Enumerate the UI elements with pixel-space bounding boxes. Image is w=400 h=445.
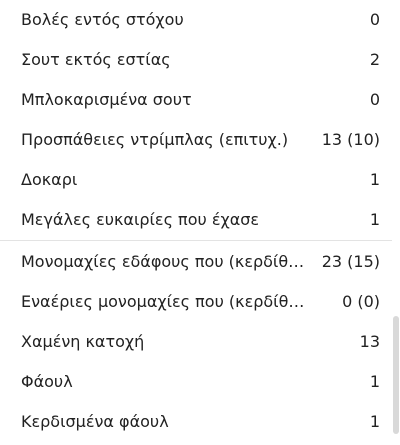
scrollbar-thumb[interactable] (393, 316, 399, 434)
stat-row-shots-off-target: Σουτ εκτός εστίας 2 (0, 40, 392, 80)
stat-label: Σουτ εκτός εστίας (21, 50, 171, 69)
stat-value: 23 (15) (321, 252, 380, 271)
stat-value: 1 (369, 412, 380, 431)
stat-label: Μπλοκαρισμένα σουτ (21, 90, 192, 109)
stat-label: Εναέριες μονομαχίες που (κερδίθηκαν) (21, 292, 311, 311)
stat-value: 0 (369, 10, 380, 29)
stat-value: 1 (369, 170, 380, 189)
section-divider (0, 240, 392, 241)
stat-label: Δοκαρι (21, 170, 78, 189)
stat-value: 0 (0) (342, 292, 380, 311)
stat-label: Προσπάθειες ντρίμπλας (επιτυχ.) (21, 130, 289, 149)
stat-row-dribble-attempts: Προσπάθειες ντρίμπλας (επιτυχ.) 13 (10) (0, 120, 392, 160)
stat-label: Φάουλ (21, 372, 73, 391)
stat-row-fouls: Φάουλ 1 (0, 362, 392, 402)
stat-label: Βολές εντός στόχου (21, 10, 184, 29)
stat-label: Μεγάλες ευκαιρίες που έχασε (21, 210, 260, 229)
stat-value: 1 (369, 210, 380, 229)
stat-row-shots-on-target: Βολές εντός στόχου 0 (0, 0, 392, 40)
stat-row-possession-lost: Χαμένη κατοχή 13 (0, 322, 392, 362)
stat-value: 13 (359, 332, 380, 351)
stat-value: 2 (369, 50, 380, 69)
duels-stats-section: Μονομαχίες εδάφους που (κερδίθηκαν) 23 (… (0, 242, 392, 445)
stat-label: Κερδισμένα φάουλ (21, 412, 169, 431)
stat-row-was-fouled: Κερδισμένα φάουλ 1 (0, 402, 392, 442)
stat-row-big-chances-missed: Μεγάλες ευκαιρίες που έχασε 1 (0, 200, 392, 240)
stat-value: 1 (369, 372, 380, 391)
stat-value: 0 (369, 90, 380, 109)
stat-value: 13 (10) (321, 130, 380, 149)
stat-row-blocked-shots: Μπλοκαρισμένα σουτ 0 (0, 80, 392, 120)
stat-row-hit-woodwork: Δοκαρι 1 (0, 160, 392, 200)
attack-stats-section: Βολές εντός στόχου 0 Σουτ εκτός εστίας 2… (0, 0, 392, 240)
stat-label: Μονομαχίες εδάφους που (κερδίθηκαν) (21, 252, 311, 271)
stat-label: Χαμένη κατοχή (21, 332, 145, 351)
scrollbar-track[interactable] (392, 0, 400, 445)
stat-row-aerial-duels: Εναέριες μονομαχίες που (κερδίθηκαν) 0 (… (0, 282, 392, 322)
stat-row-ground-duels: Μονομαχίες εδάφους που (κερδίθηκαν) 23 (… (0, 242, 392, 282)
